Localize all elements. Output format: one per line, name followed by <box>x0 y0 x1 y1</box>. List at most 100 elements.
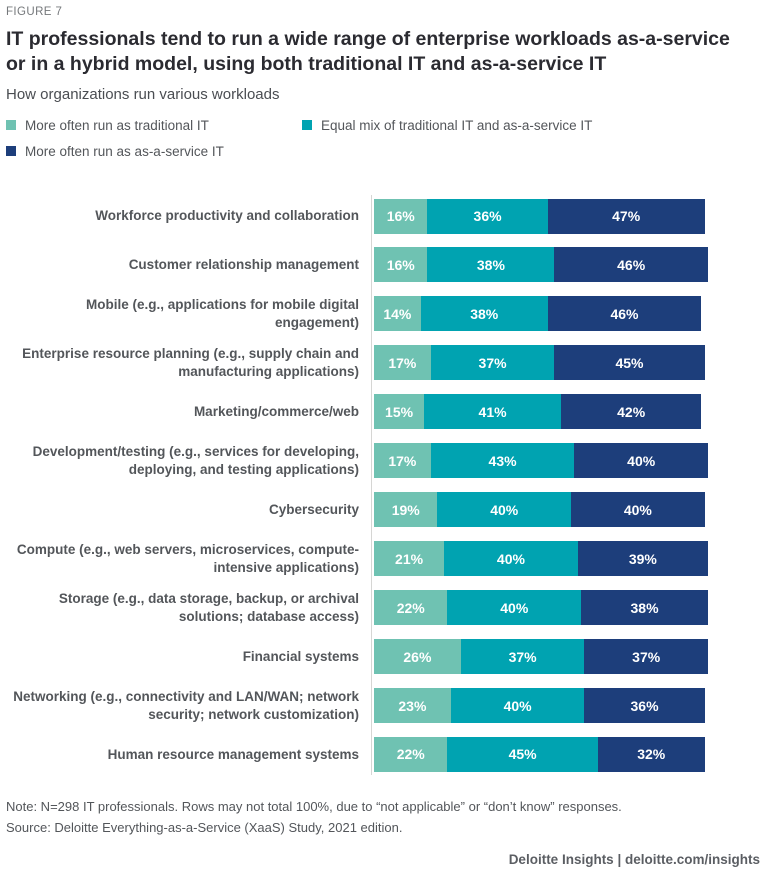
bar-segment: 45% <box>447 736 598 772</box>
chart-row: Compute (e.g., web servers, microservice… <box>6 541 760 577</box>
segment-value: 37% <box>478 354 507 371</box>
chart-row: Marketing/commerce/web 15% 41% 42% <box>6 394 760 430</box>
segment-value: 15% <box>385 403 414 420</box>
bar-segment: 19% <box>374 492 438 528</box>
bar-segment: 22% <box>374 590 448 626</box>
segment-value: 41% <box>478 403 507 420</box>
bar-segment: 37% <box>460 639 585 675</box>
segment-value: 47% <box>612 208 641 225</box>
row-label: Storage (e.g., data storage, backup, or … <box>58 590 359 624</box>
deloitte-insights-credit: Deloitte Insights | deloitte.com/insight… <box>508 851 760 867</box>
bar-segment: 37% <box>430 345 555 381</box>
bar-track: 17% 43% 40% <box>374 443 708 479</box>
bar-segment: 16% <box>374 198 428 234</box>
bar-segment: 43% <box>430 443 575 479</box>
chart-row: Development/testing (e.g., services for … <box>6 443 760 479</box>
bar-segment: 40% <box>437 492 572 528</box>
bar-segment: 16% <box>374 247 428 283</box>
note-text: Note: N=298 IT professionals. Rows may n… <box>6 798 622 814</box>
figure-label: FIGURE 7 <box>6 6 63 18</box>
bar-segment: 37% <box>584 639 708 675</box>
bar-track: 19% 40% 40% <box>374 492 708 528</box>
segment-value: 42% <box>617 403 646 420</box>
bar-track: 23% 40% 36% <box>374 688 708 724</box>
bar-segment: 36% <box>584 688 705 724</box>
segment-value: 45% <box>508 746 537 763</box>
segment-value: 16% <box>386 208 415 225</box>
legend-item: Equal mix of traditional IT and as-a-ser… <box>302 118 742 133</box>
chart-row: Customer relationship management 16% 38% 46… <box>6 247 760 283</box>
segment-value: 43% <box>488 452 517 469</box>
bar-track: 26% 37% 37% <box>374 639 708 675</box>
bar-segment: 40% <box>447 590 582 626</box>
segment-value: 23% <box>398 697 427 714</box>
row-label: Mobile (e.g., applications for mobile di… <box>85 296 359 330</box>
row-label: Human resource management systems <box>107 746 359 762</box>
segment-value: 40% <box>627 452 656 469</box>
segment-value: 32% <box>637 746 666 763</box>
bar-segment: 40% <box>571 492 705 528</box>
bar-segment: 39% <box>577 541 708 577</box>
legend-item: More often run as traditional IT <box>6 118 302 133</box>
segment-value: 22% <box>396 746 425 763</box>
bar-segment: 26% <box>374 639 461 675</box>
row-label: Compute (e.g., web servers, microservice… <box>16 541 359 575</box>
bar-segment: 17% <box>374 443 431 479</box>
bar-track: 22% 40% 38% <box>374 590 708 626</box>
bar-segment: 15% <box>374 394 425 430</box>
chart-row: Storage (e.g., data storage, backup, or … <box>6 590 760 626</box>
footnotes: Note: N=298 IT professionals. Rows may n… <box>6 797 760 839</box>
segment-value: 40% <box>490 501 519 518</box>
chart-row: Workforce productivity and collaboration… <box>6 198 760 234</box>
segment-value: 46% <box>617 256 646 273</box>
chart-row: Networking (e.g., connectivity and LAN/W… <box>6 688 760 724</box>
chart-subtitle: How organizations run various workloads <box>6 85 280 103</box>
bar-segment: 41% <box>424 394 562 430</box>
legend-label: More often run as as-a-service IT <box>25 143 224 159</box>
segment-value: 14% <box>383 305 412 322</box>
source-text: Source: Deloitte Everything-as-a-Service… <box>6 819 403 835</box>
chart-row: Financial systems 26% 37% 37% <box>6 639 760 675</box>
chart-row: Mobile (e.g., applications for mobile di… <box>6 296 760 332</box>
segment-value: 40% <box>500 599 529 616</box>
row-label: Networking (e.g., connectivity and LAN/W… <box>13 688 359 722</box>
row-label: Marketing/commerce/web <box>193 403 359 419</box>
y-axis-line <box>371 194 372 775</box>
segment-value: 26% <box>403 648 432 665</box>
segment-value: 40% <box>503 697 532 714</box>
segment-value: 38% <box>630 599 659 616</box>
row-label: Cybersecurity <box>268 501 359 517</box>
bar-segment: 36% <box>427 198 548 234</box>
stacked-bar-chart: Workforce productivity and collaboration… <box>6 194 760 775</box>
chart-row: Cybersecurity 19% 40% 40% <box>6 492 760 528</box>
bar-segment: 38% <box>581 590 708 626</box>
bar-segment: 32% <box>597 736 705 772</box>
bar-track: 16% 36% 47% <box>374 198 708 234</box>
row-label: Financial systems <box>242 648 359 664</box>
legend-swatch-icon <box>6 146 16 157</box>
bar-segment: 46% <box>547 296 702 332</box>
segment-value: 39% <box>628 550 657 567</box>
bar-segment: 40% <box>444 541 578 577</box>
bar-segment: 23% <box>374 688 451 724</box>
bar-segment: 38% <box>427 247 555 283</box>
segment-value: 22% <box>396 599 425 616</box>
row-label: Enterprise resource planning (e.g., supp… <box>22 346 359 379</box>
bar-track: 15% 41% 42% <box>374 394 708 430</box>
row-label: Customer relationship management <box>128 256 359 272</box>
segment-value: 17% <box>388 354 417 371</box>
segment-value: 40% <box>623 501 652 518</box>
bar-track: 22% 45% 32% <box>374 736 708 772</box>
bar-segment: 46% <box>554 247 708 283</box>
segment-value: 37% <box>632 648 661 665</box>
segment-value: 17% <box>388 452 417 469</box>
segment-value: 38% <box>470 305 499 322</box>
bar-segment: 47% <box>547 198 705 234</box>
legend-swatch-icon <box>6 120 16 131</box>
segment-value: 19% <box>391 501 420 518</box>
row-label: Workforce productivity and collaboration <box>95 208 359 224</box>
chart-row: Enterprise resource planning (e.g., supp… <box>6 345 760 381</box>
legend-label: More often run as traditional IT <box>25 117 209 133</box>
chart-row: Human resource management systems 22% 45% 3… <box>6 736 760 772</box>
